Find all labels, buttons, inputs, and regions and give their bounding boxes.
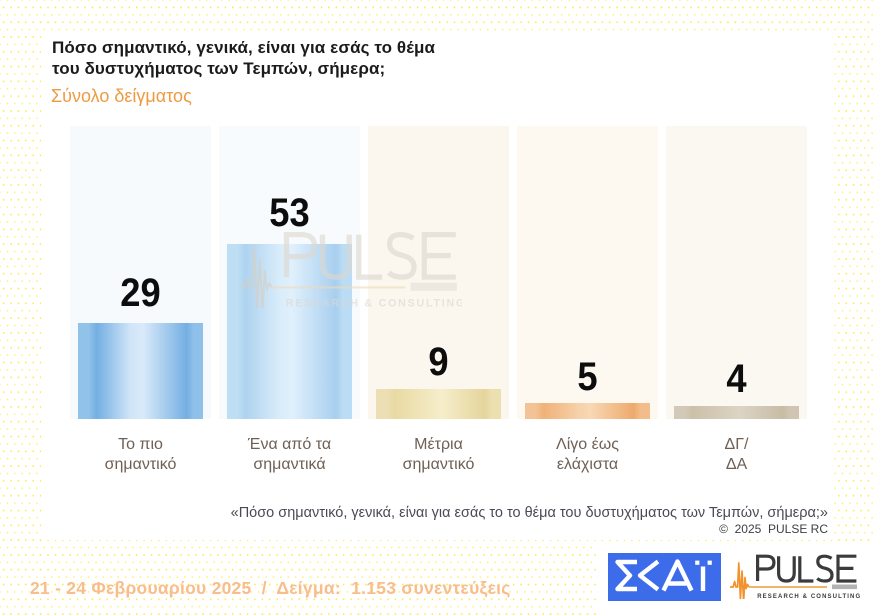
svg-text:RESEARCH & CONSULTING: RESEARCH & CONSULTING: [757, 594, 860, 599]
svg-text:RESEARCH & CONSULTING: RESEARCH & CONSULTING: [286, 297, 462, 308]
